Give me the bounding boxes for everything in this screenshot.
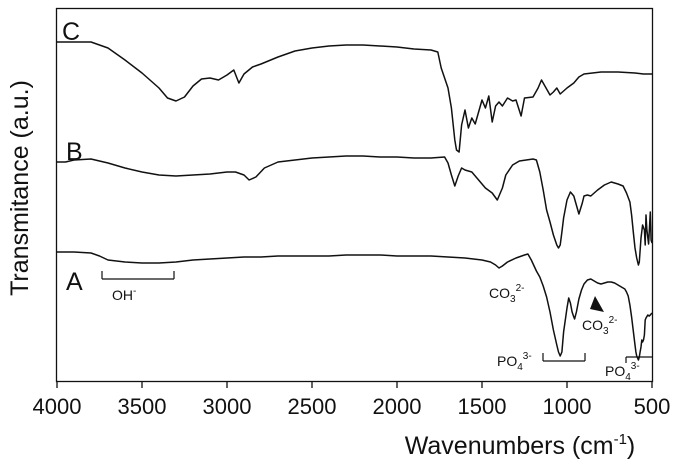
- x-tick-label-500: 500: [634, 394, 671, 419]
- y-axis-title: Transmitance (a.u.): [6, 80, 34, 296]
- x-tick-label-3000: 3000: [203, 394, 252, 419]
- spectrum-line-b: [57, 155, 653, 266]
- x-tick-label-1000: 1000: [543, 394, 592, 419]
- x-axis-ticks: [56, 381, 653, 388]
- trace-label-a: A: [66, 268, 83, 296]
- spectrum-line-a: [57, 251, 653, 361]
- plot-area-border: [55, 7, 654, 383]
- x-axis-tick-labels: 4000 3500 3000 2500 2000 1500 1000 500: [33, 394, 671, 419]
- co3-label-left: CO32-: [489, 283, 524, 305]
- po4-label-right: PO43-: [605, 361, 640, 383]
- po4-bracket-right: [625, 356, 652, 363]
- trace-label-b: B: [66, 138, 83, 166]
- x-tick-label-3500: 3500: [118, 394, 167, 419]
- x-tick-label-1500: 1500: [458, 394, 507, 419]
- x-tick-label-2000: 2000: [373, 394, 422, 419]
- co3-arrowhead: [590, 296, 604, 312]
- x-tick-label-2500: 2500: [288, 394, 337, 419]
- oh-label: OH-: [112, 286, 136, 303]
- spectrum-line-c: [57, 41, 652, 153]
- po4-label-left: PO43-: [497, 351, 532, 373]
- oh-bracket: [101, 271, 175, 280]
- spectrum-traces: [57, 41, 653, 361]
- x-axis-title: Wavenumbers (cm-1): [405, 431, 636, 460]
- x-tick-label-4000: 4000: [33, 394, 82, 419]
- trace-label-c: C: [62, 18, 80, 46]
- co3-label-right: CO32-: [582, 315, 617, 337]
- po4-bracket-left: [542, 353, 586, 362]
